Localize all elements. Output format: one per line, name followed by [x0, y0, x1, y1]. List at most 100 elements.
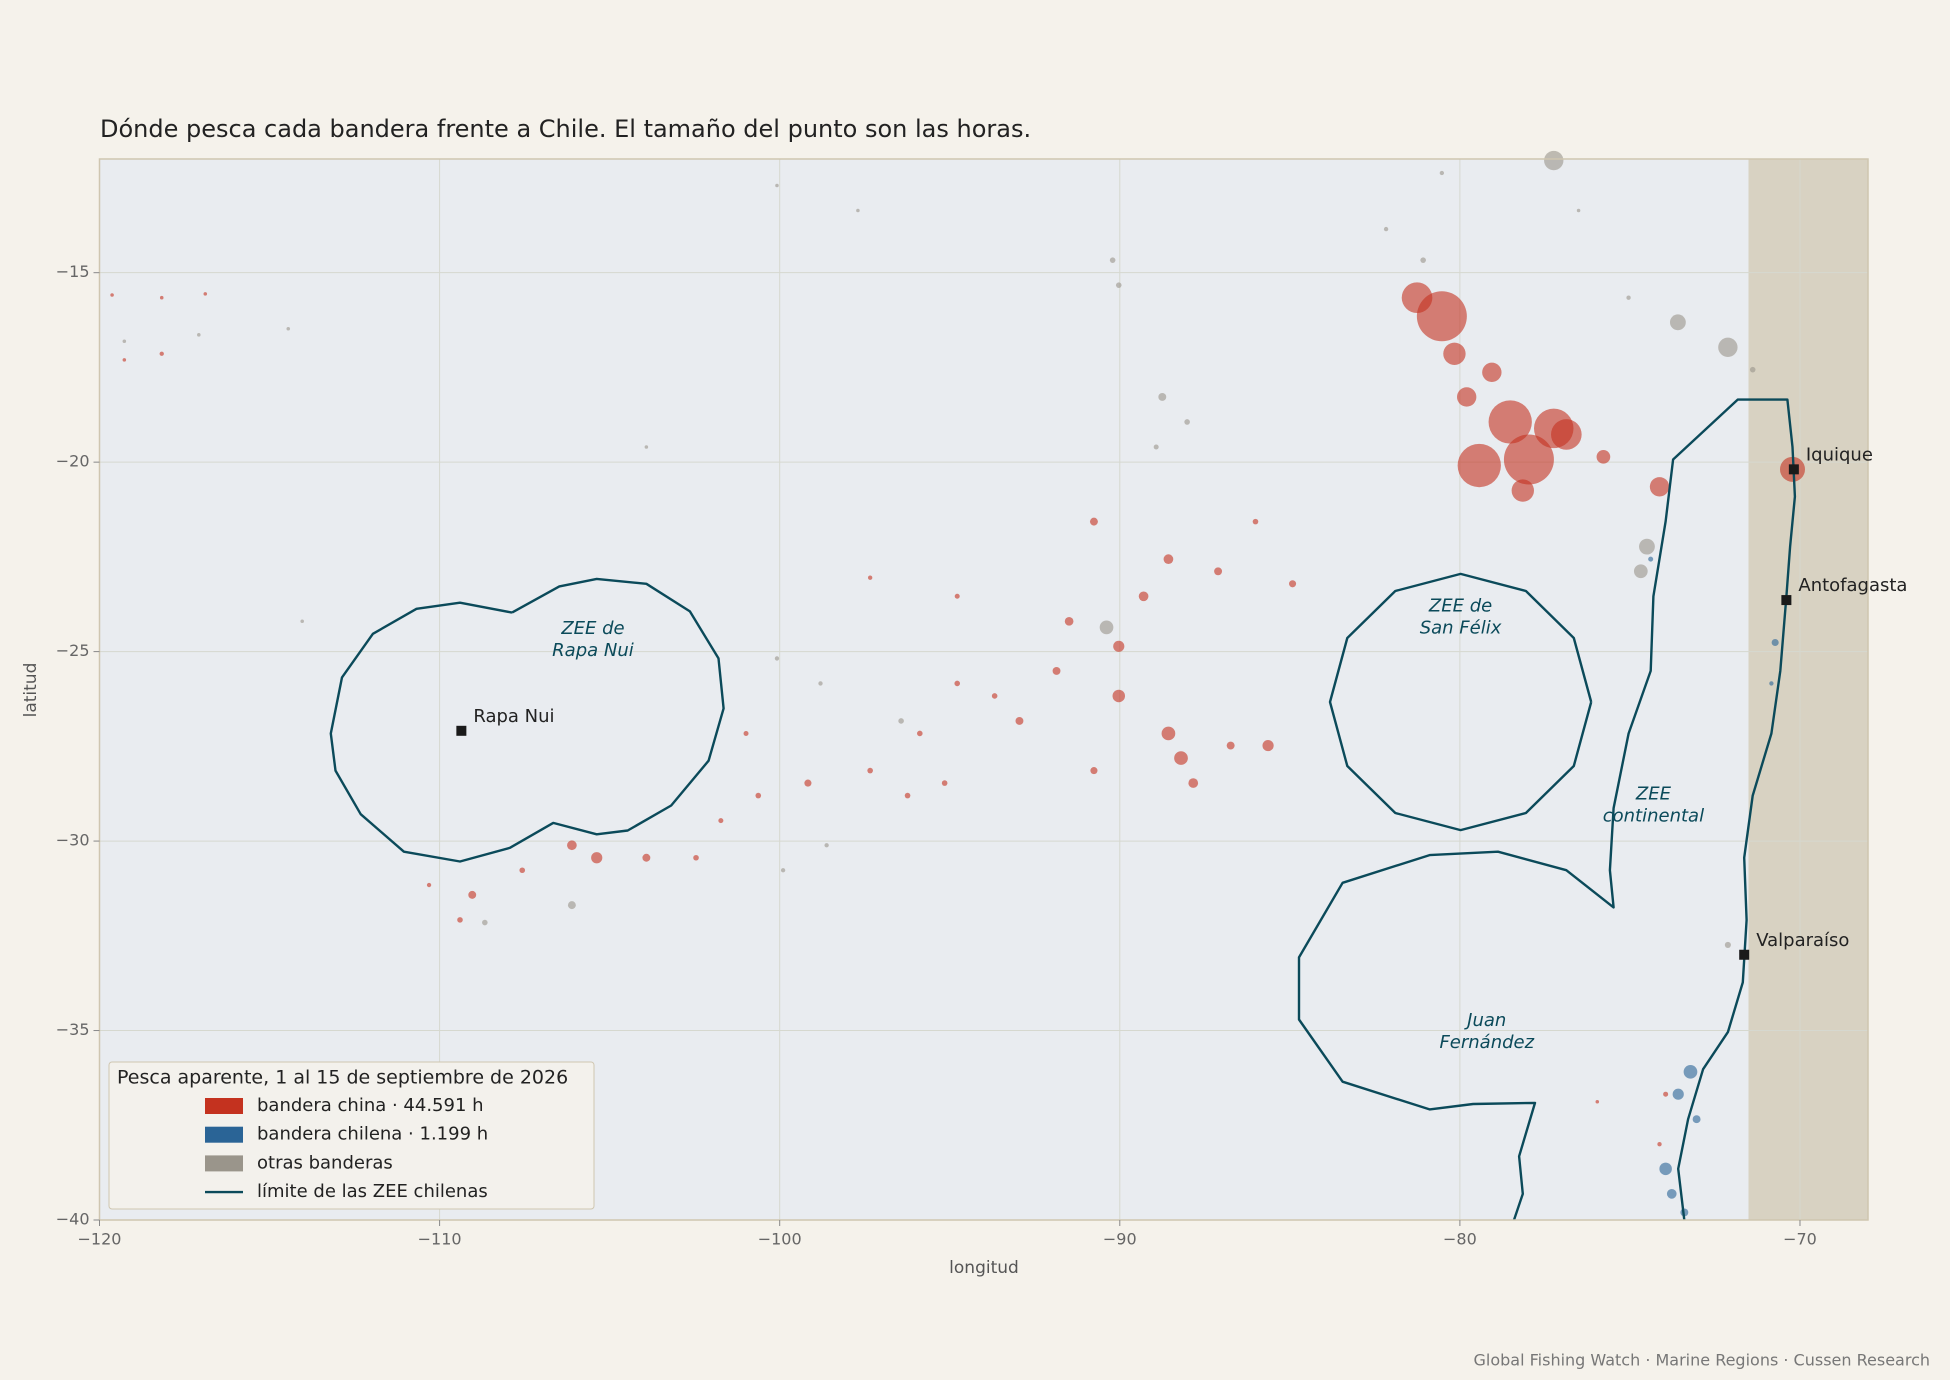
city-label: Rapa Nui [473, 706, 554, 727]
fishing-point [203, 292, 208, 296]
fishing-point [1482, 362, 1502, 383]
fishing-point [1511, 479, 1534, 502]
fishing-point [567, 901, 576, 910]
fishing-point [110, 293, 114, 297]
fishing-point [774, 656, 780, 661]
fishing-point [1109, 257, 1116, 263]
x-tick-label: −120 [78, 1230, 122, 1249]
fishing-point [1099, 620, 1114, 635]
fishing-point [693, 854, 699, 861]
fishing-point [1289, 580, 1297, 588]
legend-label: bandera chilena · 1.199 h [257, 1124, 488, 1145]
fishing-point [954, 680, 961, 687]
fishing-point [1663, 1091, 1669, 1097]
fishing-point [1262, 739, 1274, 752]
fishing-point [1401, 282, 1433, 313]
zone-label: ZEE de Rapa Nui [552, 618, 634, 661]
y-tick-label: −25 [56, 641, 90, 660]
fishing-point [1692, 1115, 1701, 1124]
fishing-point [1163, 554, 1174, 564]
zone-label-line: ZEE de [1428, 596, 1492, 617]
fishing-point [644, 445, 649, 449]
land [1748, 159, 1868, 1220]
fishing-point [1724, 941, 1731, 948]
fishing-point [457, 917, 463, 923]
fishing-point [1503, 434, 1554, 485]
fishing-point [1439, 170, 1445, 176]
fishing-point [904, 792, 911, 799]
fishing-point [867, 575, 873, 580]
city-marker [1739, 949, 1750, 960]
fishing-point [1064, 616, 1074, 626]
plot-area [99, 159, 1868, 1220]
fishing-point [1639, 538, 1655, 555]
fishing-point [1544, 150, 1564, 171]
zone-label-line: continental [1603, 805, 1704, 826]
y-tick-label: −35 [56, 1020, 90, 1039]
fishing-point [941, 780, 948, 786]
fishing-point [1595, 1100, 1600, 1104]
fishing-point [468, 890, 477, 899]
fishing-point [755, 792, 762, 799]
eez-boundary [329, 398, 1797, 1221]
source: Global Fishing Watch · Marine Regions · … [1474, 1351, 1931, 1370]
fishing-point [1252, 518, 1259, 525]
fishing-point [1576, 208, 1581, 213]
fishing-point [780, 868, 786, 873]
fishing-point [1113, 640, 1125, 652]
fishing-point [1214, 567, 1223, 576]
zone-label-line: ZEE de [560, 618, 624, 639]
fishing-point [1648, 556, 1654, 562]
x-tick-label: −100 [758, 1230, 802, 1249]
fishing-point [1015, 716, 1024, 725]
fishing-point [1188, 778, 1199, 788]
zone-label-line: ZEE [1635, 783, 1672, 804]
fishing-point [1184, 419, 1190, 425]
fishing-point [743, 730, 749, 736]
fishing-point [1672, 1088, 1684, 1100]
y-tick-label: −20 [56, 452, 90, 471]
y-tick-label: −30 [56, 831, 90, 850]
zone-label-line: Juan [1464, 1010, 1506, 1031]
fishing-point [286, 326, 291, 331]
fishing-point [591, 852, 603, 864]
x-tick-label: −80 [1443, 1230, 1477, 1249]
x-tick-label: −70 [1783, 1230, 1817, 1249]
fishing-point [1161, 726, 1176, 741]
fishing-point [1718, 337, 1738, 358]
fishing-point [991, 693, 998, 699]
fishing-point [1153, 444, 1159, 450]
fishing-point [1383, 226, 1389, 232]
legend-title: Pesca aparente, 1 al 15 de septiembre de… [117, 1067, 568, 1089]
fishing-point [300, 619, 304, 624]
x-axis-label: longitud [949, 1258, 1019, 1278]
zone-label-line: Fernández [1439, 1032, 1534, 1053]
legend-label: límite de las ZEE chilenas [257, 1181, 488, 1202]
zone-label-line: San Félix [1420, 618, 1502, 639]
fishing-point [1659, 1162, 1672, 1176]
zone-label-line: Rapa Nui [552, 640, 634, 661]
city-marker [1781, 595, 1792, 606]
fishing-point [1420, 257, 1426, 263]
fishing-point [718, 818, 724, 824]
fishing-point [804, 779, 812, 787]
fishing-point [567, 840, 577, 851]
fishing-point [775, 183, 779, 188]
fishing-point [197, 333, 201, 337]
fishing-point [642, 853, 651, 862]
legend-swatch [205, 1126, 243, 1143]
fishing-point [1551, 419, 1582, 450]
fishing-point [1112, 689, 1126, 703]
fishing-point [1666, 1189, 1677, 1199]
fishing-point [1052, 666, 1061, 675]
x-tick-label: −110 [418, 1230, 462, 1249]
fishing-point [159, 351, 164, 356]
y-tick-label: −15 [56, 262, 90, 281]
fishing-point [1669, 314, 1686, 331]
fishing-point [1488, 400, 1532, 444]
fishing-point [426, 882, 432, 888]
y-tick-label: −40 [56, 1210, 90, 1229]
fishing-point [122, 339, 127, 344]
fishing-point [1769, 681, 1774, 686]
fishing-point [519, 867, 526, 874]
